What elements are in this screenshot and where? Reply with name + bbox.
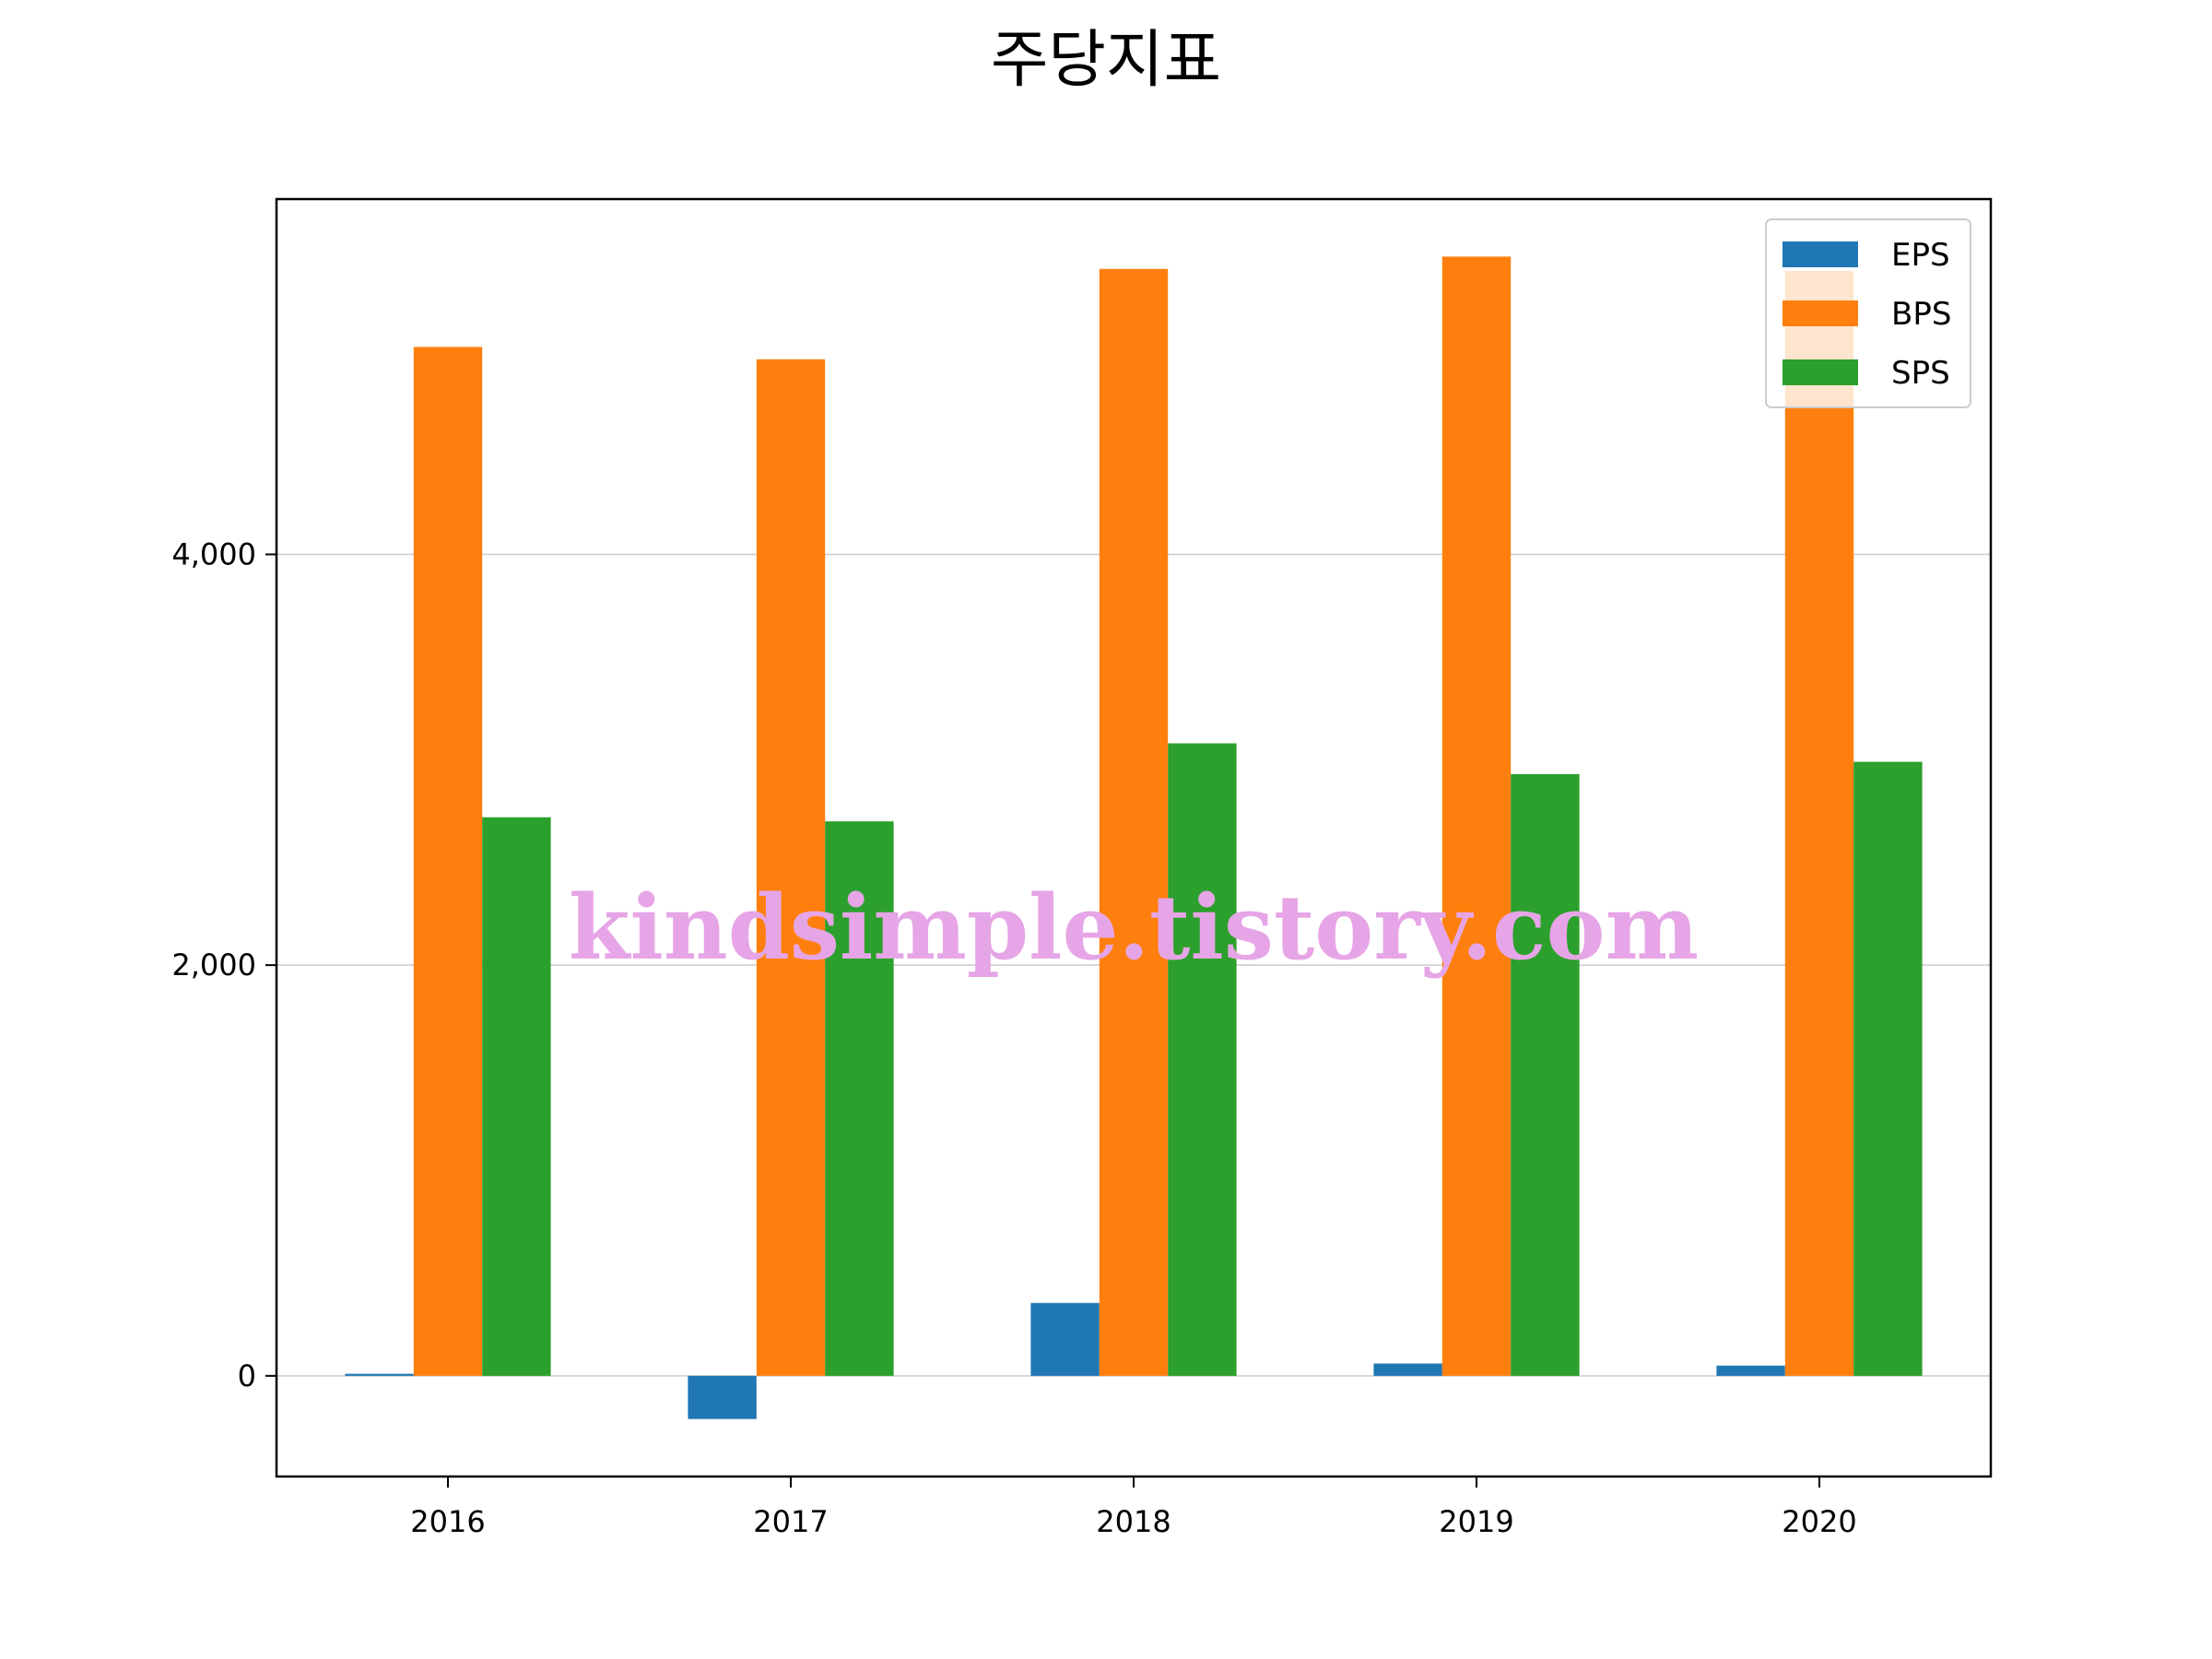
x-tick-label: 2018 — [1096, 1504, 1171, 1539]
x-tick-label: 2020 — [1782, 1504, 1856, 1539]
bar-bps-2020 — [1784, 270, 1854, 1376]
x-tick-label: 2019 — [1439, 1504, 1513, 1539]
bar-eps-2016 — [345, 1373, 414, 1376]
bar-sps-2016 — [482, 817, 551, 1376]
bar-eps-2019 — [1373, 1363, 1442, 1376]
bar-bps-2016 — [413, 347, 483, 1376]
legend-label-eps: EPS — [1891, 237, 1950, 274]
x-tick-label: 2016 — [410, 1504, 485, 1539]
y-tick-label: 4,000 — [171, 536, 256, 571]
legend-swatch-eps — [1783, 241, 1858, 267]
bar-sps-2019 — [1511, 773, 1580, 1376]
bars-layer — [345, 256, 1923, 1419]
bar-sps-2020 — [1853, 761, 1923, 1376]
bar-eps-2020 — [1716, 1365, 1785, 1376]
legend-swatch-bps — [1783, 300, 1858, 326]
legend-swatch-sps — [1783, 359, 1858, 385]
bar-bps-2019 — [1441, 256, 1512, 1376]
watermark: kindsimple.tistory.com — [569, 876, 1699, 980]
bar-eps-2018 — [1030, 1302, 1100, 1376]
bar-sps-2018 — [1168, 743, 1237, 1376]
legend: EPS BPS SPS — [1765, 218, 1971, 408]
y-axis: 0 2,000 4,000 — [171, 536, 276, 1394]
legend-label-sps: SPS — [1891, 355, 1950, 392]
y-tick-label: 2,000 — [171, 947, 256, 982]
bar-eps-2017 — [688, 1375, 757, 1419]
chart-title: 주당지표 — [991, 24, 1221, 97]
x-axis: 2016 2017 2018 2019 2020 — [410, 1477, 1857, 1539]
y-tick-label: 0 — [238, 1359, 256, 1394]
plot-frame — [275, 197, 1993, 1478]
legend-label-bps: BPS — [1891, 296, 1951, 333]
bar-bps-2018 — [1099, 268, 1169, 1376]
bar-bps-2017 — [756, 359, 826, 1376]
bar-sps-2017 — [825, 821, 894, 1376]
x-tick-label: 2017 — [753, 1504, 828, 1539]
